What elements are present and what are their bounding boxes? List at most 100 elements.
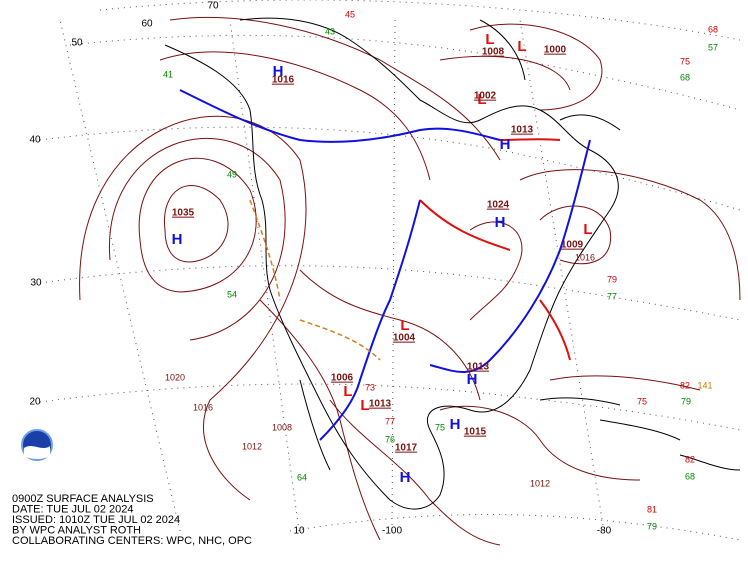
pressure-value: 1017 [395, 443, 418, 454]
station-value: 57 [708, 42, 718, 52]
isobar [169, 16, 501, 161]
isobar [259, 299, 381, 541]
isobar [439, 405, 641, 481]
pressure-value: 1006 [331, 373, 354, 384]
station-value: 1016 [575, 252, 595, 262]
station-value: 79 [647, 521, 657, 531]
isobar [469, 221, 523, 321]
high-center: H [467, 371, 478, 388]
longitude-label: -100 [382, 526, 402, 537]
latitude-label: 10 [293, 526, 305, 537]
latitude-label: 50 [71, 38, 83, 49]
low-center: L [583, 221, 592, 238]
pressure-value: 1002 [474, 91, 497, 102]
station-value: 73 [365, 382, 375, 392]
warm-front [499, 138, 561, 141]
station-value: 79 [607, 274, 617, 284]
pressure-value: 1016 [272, 75, 295, 86]
high-center: H [500, 136, 511, 153]
grid-line [519, 19, 605, 532]
pressure-value: 1013 [511, 125, 534, 136]
pressure-value: 1008 [482, 47, 505, 58]
station-value: 68 [680, 72, 690, 82]
isobar [159, 51, 431, 181]
isobar [109, 137, 286, 341]
station-value: 77 [385, 416, 395, 426]
station-value: 41 [163, 69, 173, 79]
latitude-label: 40 [29, 135, 41, 146]
pressure-value: 1015 [464, 427, 487, 438]
low-center: L [343, 383, 352, 400]
caption-line: BY WPC ANALYST ROTH [12, 524, 141, 536]
coastlines [164, 17, 741, 510]
station-value: 75 [680, 56, 690, 66]
high-center: H [273, 63, 284, 80]
pressure-value: 1013 [467, 362, 490, 373]
logo-wave [24, 446, 50, 459]
station-value: 1012 [530, 478, 550, 488]
grid-line [39, 383, 741, 431]
high-center: H [450, 416, 461, 433]
grid-line [39, 265, 741, 321]
isobar [138, 157, 257, 293]
isobar [163, 185, 229, 263]
high-center: H [400, 469, 411, 486]
isobar [549, 375, 701, 391]
station-value: 76 [385, 434, 395, 444]
isobars [79, 16, 741, 546]
station-value: 68 [685, 471, 695, 481]
isobar [469, 23, 603, 111]
low-center: L [485, 31, 494, 48]
pressure-value: 1004 [393, 333, 416, 344]
high-center: H [172, 231, 183, 248]
graticule [39, 0, 741, 541]
station-value: 82 [685, 454, 695, 464]
isobar [329, 399, 501, 546]
caption-line: DATE: TUE JUL 02 2024 [12, 503, 133, 515]
cold-front [179, 89, 501, 143]
cold-front [319, 199, 421, 441]
isobar [79, 115, 307, 501]
isobar [539, 205, 612, 265]
longitude-label: -80 [597, 526, 612, 537]
warm-front [419, 199, 511, 251]
caption-line: COLLABORATING CENTERS: WPC, NHC, OPC [12, 535, 252, 547]
station-value: 1016 [193, 402, 213, 412]
station-value: 77 [607, 291, 617, 301]
low-center: L [360, 397, 369, 414]
station-value: 45 [345, 9, 355, 19]
latitude-label: 30 [30, 278, 42, 289]
coastline [479, 19, 621, 131]
isobar [299, 269, 481, 401]
low-center: L [477, 91, 486, 108]
latitude-label: 60 [141, 19, 153, 30]
latitude-label: 20 [29, 397, 41, 408]
station-value: 54 [227, 289, 237, 299]
station-value: 141 [697, 380, 712, 390]
pressure-value: 1009 [561, 240, 584, 251]
pressure-value: 1035 [172, 208, 195, 219]
low-center: L [400, 317, 409, 334]
station-value: 75 [637, 396, 647, 406]
station-value: 49 [227, 169, 237, 179]
station-value: 64 [297, 472, 307, 482]
cold-front [429, 139, 591, 373]
station-value: 1012 [242, 441, 262, 451]
caption-line: ISSUED: 1010Z TUE JUL 02 2024 [12, 514, 180, 526]
station-value: 79 [681, 396, 691, 406]
isobar [439, 55, 571, 91]
latitude-label: 70 [207, 1, 219, 12]
station-value: 81 [647, 504, 657, 514]
trough [299, 319, 381, 361]
pressure-value: 1013 [369, 399, 392, 410]
pressure-value: 1000 [544, 45, 567, 56]
pressure-value: 1024 [487, 200, 510, 211]
station-value: 75 [435, 422, 445, 432]
coastline [164, 17, 619, 510]
fronts [179, 89, 591, 441]
trough [249, 199, 281, 301]
